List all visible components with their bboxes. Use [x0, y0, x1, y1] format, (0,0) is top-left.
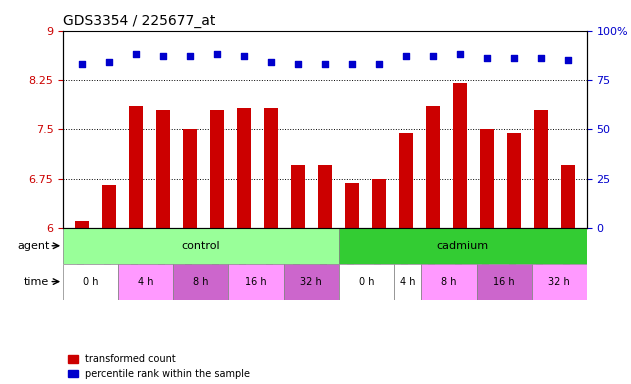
Text: 0 h: 0 h	[83, 276, 98, 286]
Point	[77, 61, 87, 67]
Bar	[156, 109, 170, 228]
Point	[482, 55, 492, 61]
Bar	[129, 106, 143, 228]
Bar	[453, 83, 467, 228]
Point	[320, 61, 330, 67]
Point	[239, 53, 249, 60]
Text: agent: agent	[17, 241, 49, 251]
Point	[266, 59, 276, 65]
FancyBboxPatch shape	[174, 264, 228, 300]
Legend: transformed count, percentile rank within the sample: transformed count, percentile rank withi…	[68, 354, 251, 379]
FancyBboxPatch shape	[339, 228, 587, 264]
Point	[401, 53, 411, 60]
Text: 32 h: 32 h	[300, 276, 322, 286]
Point	[212, 51, 222, 58]
Bar	[183, 129, 197, 228]
Bar	[210, 109, 224, 228]
FancyBboxPatch shape	[63, 264, 118, 300]
Text: 32 h: 32 h	[548, 276, 570, 286]
Text: 16 h: 16 h	[245, 276, 267, 286]
Point	[158, 53, 168, 60]
Text: GDS3354 / 225677_at: GDS3354 / 225677_at	[63, 14, 215, 28]
FancyBboxPatch shape	[476, 264, 532, 300]
Text: 4 h: 4 h	[138, 276, 153, 286]
Point	[293, 61, 303, 67]
Point	[428, 53, 438, 60]
Bar	[507, 132, 521, 228]
FancyBboxPatch shape	[118, 264, 174, 300]
Bar	[102, 185, 115, 228]
Bar	[264, 108, 278, 228]
FancyBboxPatch shape	[339, 264, 394, 300]
Point	[347, 61, 357, 67]
Point	[455, 51, 465, 58]
Text: cadmium: cadmium	[437, 241, 489, 251]
Bar	[561, 166, 575, 228]
Bar	[75, 221, 89, 228]
Point	[374, 61, 384, 67]
Text: 8 h: 8 h	[441, 276, 457, 286]
Text: 0 h: 0 h	[358, 276, 374, 286]
Text: control: control	[182, 241, 220, 251]
Point	[104, 59, 114, 65]
FancyBboxPatch shape	[283, 264, 339, 300]
Text: 4 h: 4 h	[400, 276, 415, 286]
Bar	[426, 106, 440, 228]
FancyBboxPatch shape	[63, 228, 339, 264]
Text: 8 h: 8 h	[193, 276, 209, 286]
Bar	[318, 166, 332, 228]
Bar	[237, 108, 251, 228]
Text: 16 h: 16 h	[493, 276, 515, 286]
Bar	[534, 109, 548, 228]
Point	[536, 55, 546, 61]
FancyBboxPatch shape	[394, 264, 422, 300]
Bar	[480, 129, 493, 228]
Point	[509, 55, 519, 61]
Bar	[372, 179, 386, 228]
Point	[131, 51, 141, 58]
Point	[185, 53, 195, 60]
FancyBboxPatch shape	[532, 264, 587, 300]
Point	[563, 57, 573, 63]
Text: time: time	[24, 276, 49, 286]
Bar	[345, 183, 358, 228]
Bar	[292, 166, 305, 228]
FancyBboxPatch shape	[228, 264, 283, 300]
FancyBboxPatch shape	[422, 264, 476, 300]
Bar	[399, 132, 413, 228]
